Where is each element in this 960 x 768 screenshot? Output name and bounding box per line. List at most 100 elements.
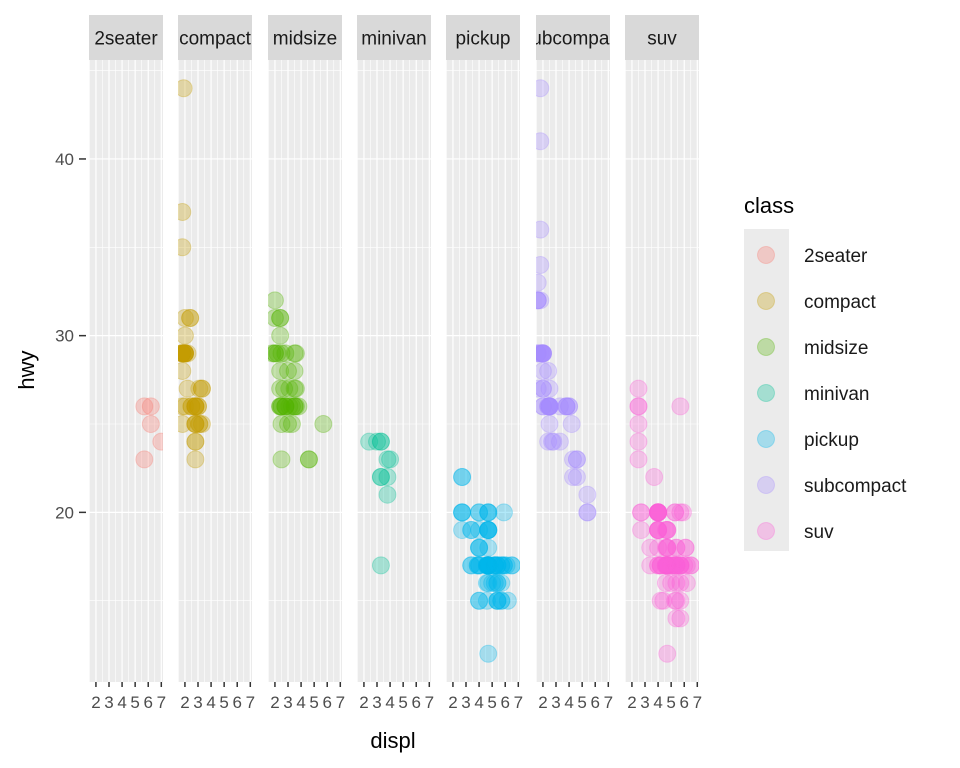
data-point [479, 521, 498, 540]
x-tick-label: 4 [206, 693, 215, 712]
data-point [178, 344, 194, 363]
data-point [539, 362, 558, 380]
x-tick-label: 5 [130, 693, 139, 712]
data-point [141, 415, 160, 434]
x-tick-label: 2 [91, 693, 100, 712]
data-point [649, 556, 668, 575]
data-point [276, 397, 295, 416]
data-point [275, 379, 294, 398]
data-point [497, 556, 516, 575]
data-point [494, 503, 513, 522]
facet-strip-label: midsize [273, 29, 337, 50]
legend-label-midsize: midsize [804, 338, 868, 359]
data-point [567, 450, 586, 469]
data-point [632, 521, 651, 540]
data-point [564, 450, 582, 469]
data-point [488, 574, 507, 593]
data-point [666, 503, 685, 522]
data-point [192, 379, 211, 398]
data-point [649, 521, 668, 540]
data-point [178, 397, 194, 416]
data-point [485, 556, 504, 575]
data-point [539, 397, 558, 416]
data-point [671, 556, 690, 575]
data-point [371, 432, 390, 451]
facet-strip-label: suv [647, 29, 677, 50]
data-point [135, 397, 154, 416]
data-point [677, 574, 696, 593]
x-tick-label: 3 [372, 693, 381, 712]
legend-key-background [744, 229, 789, 551]
data-point [178, 344, 194, 363]
x-tick-label: 7 [246, 693, 255, 712]
data-point [268, 308, 284, 327]
data-point [656, 556, 675, 575]
data-point [479, 556, 498, 575]
data-point [189, 397, 208, 416]
data-point [186, 397, 205, 416]
data-point [477, 556, 496, 575]
data-point [632, 503, 651, 522]
data-point [271, 362, 290, 380]
data-point [662, 556, 681, 575]
data-point [536, 379, 547, 398]
facet-strip-label: compact [179, 29, 252, 50]
x-axis-title: displ [370, 728, 415, 753]
data-point [178, 344, 194, 363]
data-point [181, 308, 200, 327]
data-point [651, 591, 670, 610]
data-point [485, 556, 504, 575]
data-point [178, 326, 194, 345]
legend-label-pickup: pickup [804, 430, 859, 451]
x-tick-label: 2 [359, 693, 368, 712]
data-point [649, 503, 668, 522]
data-point [282, 397, 301, 416]
data-point [629, 397, 648, 416]
data-point [470, 556, 489, 575]
data-point [477, 591, 496, 610]
data-point [502, 556, 520, 575]
data-point [285, 344, 304, 363]
x-tick-label: 2 [180, 693, 189, 712]
data-point [271, 379, 290, 398]
data-point [649, 503, 668, 522]
data-point [540, 397, 559, 416]
panel-gridlines [89, 60, 163, 682]
data-point [536, 362, 552, 380]
data-point [578, 503, 597, 522]
data-point [470, 538, 489, 557]
data-point [276, 397, 295, 416]
data-point [299, 450, 318, 469]
x-tick-label: 7 [514, 693, 523, 712]
data-point [371, 432, 390, 451]
data-point [271, 308, 290, 327]
data-point [536, 220, 550, 239]
data-point [371, 468, 390, 487]
data-point [673, 503, 692, 522]
data-point [186, 450, 205, 469]
data-point [268, 344, 282, 363]
legend-title: class [744, 193, 794, 218]
data-point [462, 556, 481, 575]
data-point [178, 344, 194, 363]
data-point [560, 397, 579, 416]
data-point [479, 556, 498, 575]
data-point [540, 397, 559, 416]
data-point [135, 450, 154, 469]
panel-background [268, 60, 342, 682]
panel-points [629, 379, 699, 663]
data-point [178, 202, 192, 221]
data-point [557, 397, 576, 416]
data-point [286, 397, 305, 416]
data-point [540, 415, 559, 434]
data-point [285, 397, 304, 416]
data-point [675, 556, 694, 575]
data-point [477, 556, 496, 575]
x-tick-label: 5 [309, 693, 318, 712]
data-point [667, 609, 686, 628]
data-point [649, 521, 668, 540]
data-point [378, 485, 397, 504]
data-point [536, 344, 547, 363]
panel-points [268, 291, 333, 469]
